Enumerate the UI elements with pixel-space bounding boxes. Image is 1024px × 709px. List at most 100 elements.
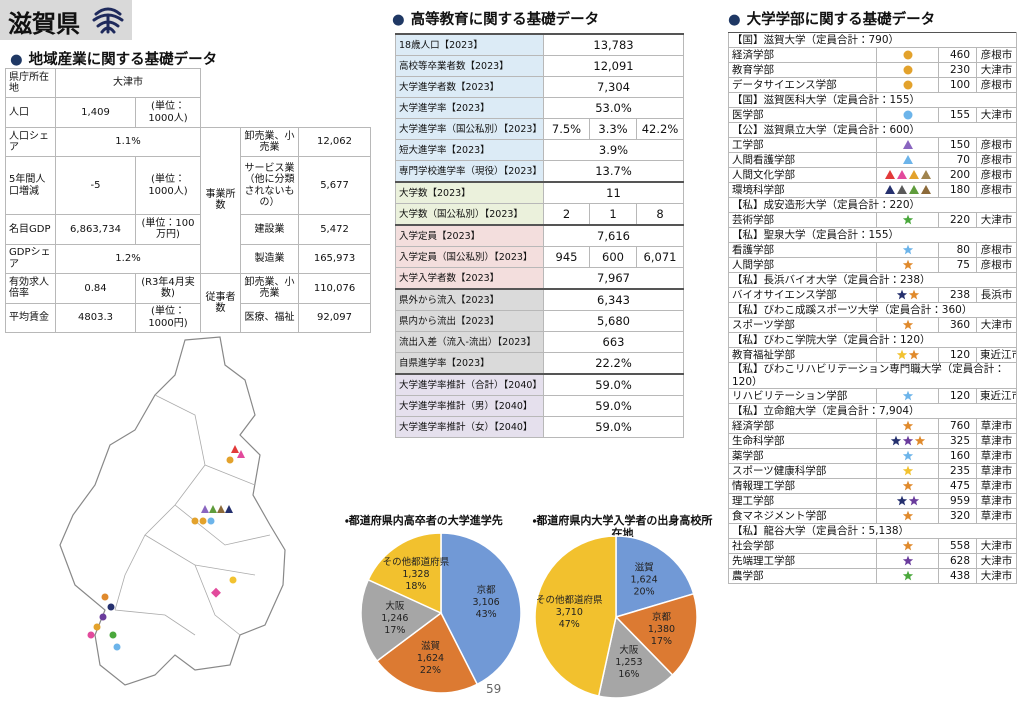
faculty-city: 大津市 <box>975 62 1018 78</box>
marker-icon <box>902 450 913 461</box>
emblem <box>92 7 124 34</box>
he-row: 大学進学率（国公私別）【2023】 7.5% 3.3% 42.2% <box>395 118 684 140</box>
faculty-name: 医学部 <box>728 107 877 123</box>
industry-row: 県庁所在地 大津市 <box>5 67 371 99</box>
he-row: 入学定員【2023】 7,616 <box>395 224 684 247</box>
university-header: 【国】滋賀大学（定員合計：790） <box>727 32 1018 48</box>
faculty-row: 食マネジメント学部 320 草津市 <box>728 508 1018 524</box>
he-label: 18歳人口【2023】 <box>395 33 544 56</box>
marker-triangle <box>908 184 919 194</box>
slice-value: 1,624 <box>417 653 444 664</box>
row-unit: (R3年4月実数) <box>135 273 201 304</box>
faculty-city: 彦根市 <box>975 257 1018 273</box>
faculty-name: データサイエンス学部 <box>728 77 877 93</box>
faculty-name: 生命科学部 <box>728 433 877 449</box>
he-value: 600 <box>589 246 637 268</box>
marker-triangle <box>896 184 907 194</box>
item-value: 12,062 <box>297 126 372 158</box>
slice-category: 京都 <box>652 612 672 623</box>
industry-row: 名目GDP 6,863,734 (単位：100万円) 建設業 5,472 <box>5 214 372 245</box>
group-label: 事業所数 <box>200 126 241 275</box>
he-value: 22.2% <box>543 352 684 375</box>
slice-percent: 16% <box>618 669 639 680</box>
marker-icon <box>902 259 913 270</box>
faculty-capacity: 460 <box>938 47 977 63</box>
university-header-row: 【私】龍谷大学（定員合計：5,138） <box>727 523 1018 539</box>
he-value: 3.3% <box>589 118 637 140</box>
faculty-capacity: 475 <box>938 478 977 494</box>
slice-percent: 17% <box>384 625 405 636</box>
faculty-name: スポーツ学部 <box>728 317 877 333</box>
faculty-capacity: 120 <box>938 347 977 363</box>
marker-icon <box>902 570 913 581</box>
he-value: 7,967 <box>543 267 684 290</box>
university-header: 【私】成安造形大学（定員合計：220） <box>727 197 1018 213</box>
faculty-city: 草津市 <box>975 508 1018 524</box>
faculty-city: 大津市 <box>975 568 1018 584</box>
faculty-capacity: 155 <box>938 107 977 123</box>
industry-row: 平均賃金 4803.3 (単位：1000円) 医療、福祉 92,097 <box>5 302 372 334</box>
faculty-city: 彦根市 <box>975 182 1018 198</box>
marker-icon <box>896 349 919 360</box>
row-value: 1.1% <box>55 126 201 158</box>
he-label: 短大進学率【2023】 <box>395 139 544 161</box>
map <box>59 336 286 686</box>
marker-icon <box>903 65 912 75</box>
he-value: 59.0% <box>543 395 684 417</box>
he-label: 入学定員（国公私別）【2023】 <box>395 246 544 268</box>
marker-star <box>902 259 913 270</box>
blank <box>201 69 371 98</box>
marker-icon <box>903 50 912 60</box>
he-label: 専門学校進学率（現役）【2023】 <box>395 160 544 183</box>
he-value: 13.7% <box>543 160 684 183</box>
marker-icon <box>902 214 913 225</box>
faculty-marker <box>876 287 939 303</box>
faculty-row: 社会学部 558 大津市 <box>728 538 1018 554</box>
marker-star <box>902 244 913 255</box>
item-label: 建設業 <box>240 214 299 245</box>
faculty-row: 教育学部 230 大津市 <box>728 62 1018 78</box>
pie-title: ・都道府県内高卒者の大学進学先 <box>345 514 503 527</box>
faculty-city: 草津市 <box>975 478 1018 494</box>
slice-percent: 17% <box>651 636 672 647</box>
he-label: 大学入学者数【2023】 <box>395 267 544 290</box>
row-label: 名目GDP <box>5 214 56 245</box>
faculty-marker <box>876 478 939 494</box>
marker-star <box>890 435 901 446</box>
row-label: 県庁所在地 <box>5 67 56 99</box>
marker-icon <box>896 289 919 300</box>
marker-triangle <box>896 169 907 179</box>
marker-star <box>902 555 913 566</box>
row-value: 4803.3 <box>55 302 136 334</box>
he-label: 県外から流入【2023】 <box>395 288 544 311</box>
marker-icon <box>902 465 913 476</box>
slice-percent: 43% <box>476 609 497 620</box>
he-value: 12,091 <box>543 55 684 77</box>
faculty-city: 草津市 <box>975 493 1018 509</box>
marker-star <box>914 435 925 446</box>
pie-slice <box>597 615 674 699</box>
marker-star <box>908 349 919 360</box>
he-value: 7.5% <box>543 118 590 140</box>
marker-icon <box>902 480 913 491</box>
row-label: 人口 <box>5 97 56 128</box>
university-header-row: 【私】成安造形大学（定員合計：220） <box>727 197 1018 213</box>
faculty-city: 東近江市 <box>975 347 1018 363</box>
page-title: 滋賀県 <box>8 10 80 38</box>
marker-star <box>902 435 913 446</box>
faculty-capacity: 120 <box>938 388 977 404</box>
he-value: 663 <box>543 331 684 353</box>
marker-icon <box>902 390 913 401</box>
faculty-marker <box>876 152 939 168</box>
faculty-marker <box>876 433 939 449</box>
faculty-city: 彦根市 <box>975 152 1018 168</box>
pie-slice <box>614 592 698 677</box>
marker-icon <box>903 80 912 90</box>
row-value: 大津市 <box>55 67 201 99</box>
faculty-city: 大津市 <box>975 538 1018 554</box>
item-label: 卸売業、小売業 <box>240 273 299 304</box>
faculty-capacity: 360 <box>938 317 977 333</box>
faculty-row: 経済学部 460 彦根市 <box>728 47 1018 63</box>
faculty-row: データサイエンス学部 100 彦根市 <box>728 77 1018 93</box>
marker-star <box>902 390 913 401</box>
